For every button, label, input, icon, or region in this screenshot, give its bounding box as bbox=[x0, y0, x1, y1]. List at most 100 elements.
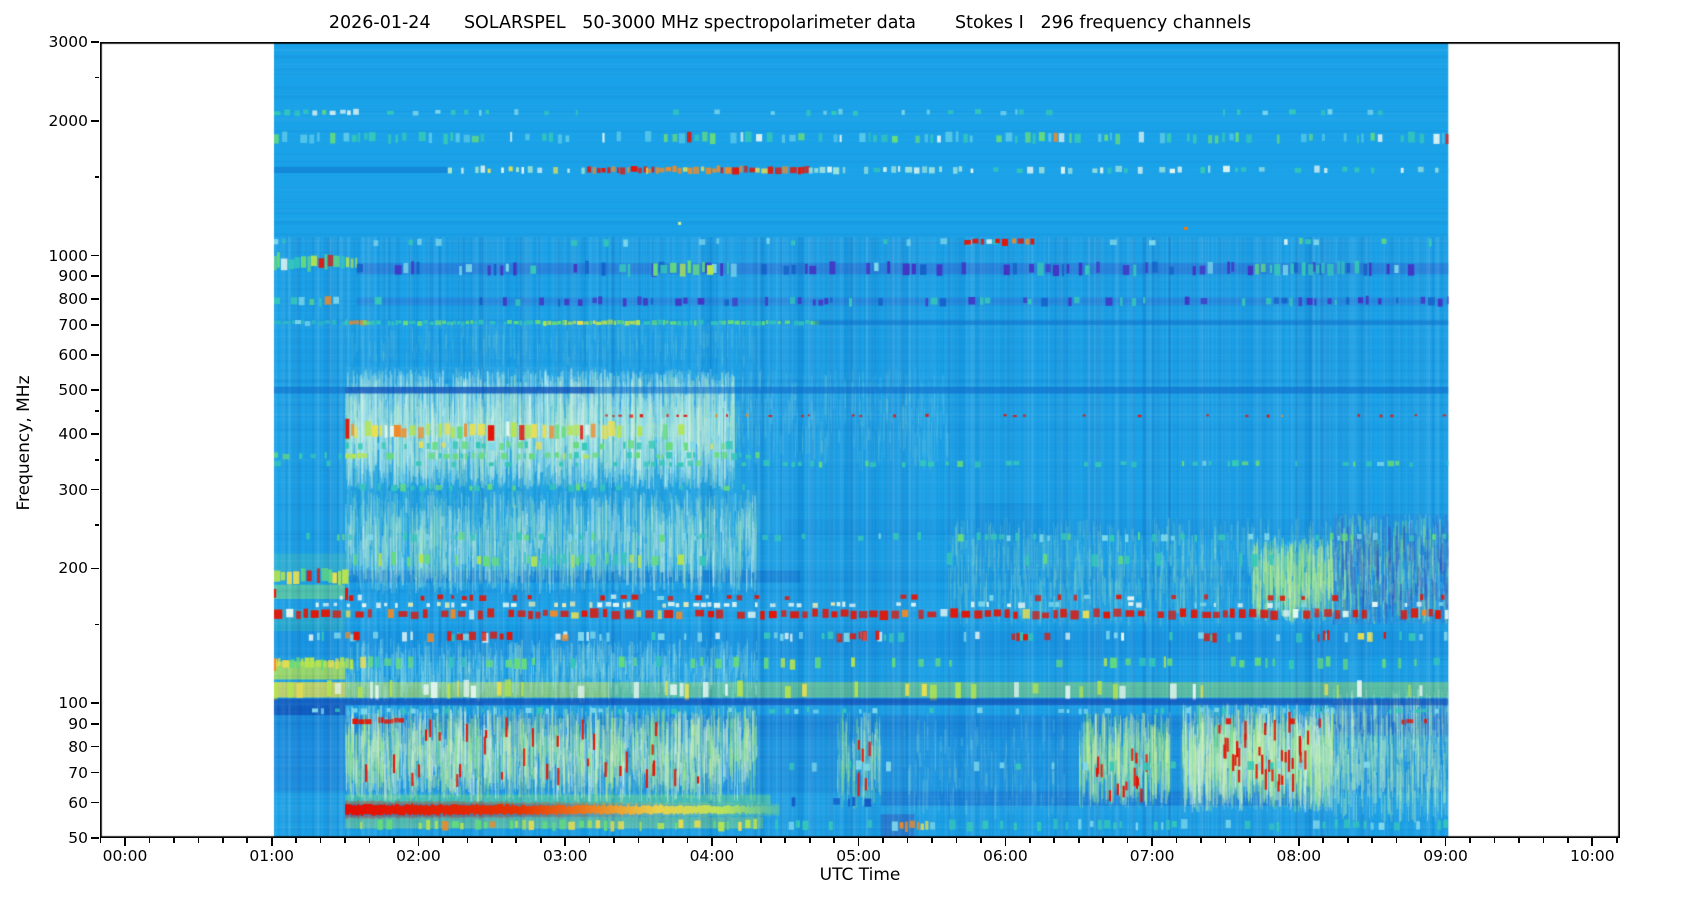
x-tick-label: 08:00 bbox=[1276, 847, 1322, 865]
x-minor-tick bbox=[344, 838, 346, 843]
x-minor-tick bbox=[221, 838, 224, 843]
y-tick bbox=[91, 119, 99, 122]
x-minor-tick bbox=[515, 838, 518, 843]
y-tick bbox=[91, 837, 99, 839]
x-tick-label: 05:00 bbox=[836, 847, 881, 865]
x-minor-tick bbox=[368, 838, 371, 843]
x-minor-tick bbox=[1322, 838, 1325, 843]
x-minor-tick bbox=[1615, 838, 1618, 843]
y-minor-tick bbox=[94, 458, 99, 461]
x-minor-tick bbox=[295, 838, 298, 843]
x-tick-label: 07:00 bbox=[1129, 847, 1175, 865]
x-minor-tick bbox=[759, 838, 762, 843]
y-tick bbox=[91, 298, 99, 300]
y-tick-label: 500 bbox=[58, 381, 88, 400]
y-tick bbox=[91, 324, 99, 326]
y-tick bbox=[91, 41, 99, 43]
x-minor-tick bbox=[1371, 838, 1374, 843]
x-minor-tick bbox=[955, 838, 958, 843]
x-minor-tick bbox=[1273, 838, 1276, 843]
x-minor-tick bbox=[197, 838, 200, 843]
x-minor-tick bbox=[784, 838, 787, 843]
x-tick-label: 03:00 bbox=[542, 847, 588, 865]
y-minor-tick bbox=[94, 524, 99, 526]
x-tick bbox=[270, 838, 273, 846]
y-tick bbox=[91, 745, 99, 748]
y-tick-label: 70 bbox=[68, 763, 88, 782]
y-tick-label: 900 bbox=[58, 267, 88, 286]
y-tick bbox=[91, 801, 99, 804]
x-minor-tick bbox=[1028, 838, 1031, 843]
y-tick-label: 400 bbox=[58, 424, 88, 443]
y-tick bbox=[91, 389, 99, 392]
x-minor-tick bbox=[1126, 838, 1129, 843]
y-tick bbox=[91, 722, 99, 725]
x-minor-tick bbox=[539, 838, 542, 843]
x-minor-tick bbox=[1395, 838, 1398, 843]
x-minor-tick bbox=[686, 838, 689, 843]
x-minor-tick bbox=[1053, 838, 1056, 843]
y-tick-label: 700 bbox=[58, 315, 88, 334]
y-tick bbox=[91, 702, 99, 705]
x-minor-tick bbox=[442, 838, 444, 843]
x-tick-label: 00:00 bbox=[102, 847, 148, 865]
x-minor-tick bbox=[1493, 838, 1496, 843]
x-minor-tick bbox=[980, 838, 982, 843]
x-tick-label: 10:00 bbox=[1569, 847, 1615, 865]
x-tick bbox=[857, 838, 860, 846]
chart-title: 2026-01-24 SOLARSPEL 50-3000 MHz spectro… bbox=[328, 13, 1252, 33]
y-tick bbox=[91, 488, 99, 491]
y-tick bbox=[91, 275, 99, 277]
y-tick-label: 300 bbox=[58, 480, 88, 499]
x-minor-tick bbox=[882, 838, 884, 843]
y-minor-tick bbox=[94, 175, 99, 178]
x-minor-tick bbox=[1200, 838, 1202, 843]
x-tick bbox=[1591, 838, 1594, 846]
y-tick-label: 80 bbox=[68, 737, 88, 756]
x-tick-label: 06:00 bbox=[983, 847, 1028, 865]
x-minor-tick bbox=[466, 838, 469, 843]
x-minor-tick bbox=[931, 838, 933, 843]
x-minor-tick bbox=[1518, 838, 1520, 843]
y-minor-tick bbox=[94, 409, 99, 412]
plot-area bbox=[100, 42, 1620, 838]
y-tick bbox=[91, 771, 99, 774]
y-tick-label: 3000 bbox=[48, 33, 88, 51]
y-tick bbox=[91, 354, 99, 356]
x-tick-label: 09:00 bbox=[1423, 847, 1468, 865]
x-tick-label: 02:00 bbox=[396, 847, 441, 865]
x-tick bbox=[417, 838, 420, 846]
y-tick bbox=[91, 254, 99, 257]
x-tick bbox=[124, 838, 126, 846]
x-minor-tick bbox=[1224, 838, 1227, 843]
x-minor-tick bbox=[393, 838, 395, 843]
y-tick-label: 600 bbox=[58, 345, 88, 364]
x-tick bbox=[711, 838, 713, 846]
y-tick-label: 2000 bbox=[48, 111, 88, 130]
y-tick bbox=[91, 432, 99, 435]
x-minor-tick bbox=[319, 838, 322, 843]
x-minor-tick bbox=[1346, 838, 1349, 843]
x-minor-tick bbox=[637, 838, 640, 843]
x-minor-tick bbox=[148, 838, 151, 843]
x-minor-tick bbox=[1542, 838, 1545, 843]
x-minor-tick bbox=[1420, 838, 1422, 843]
x-tick bbox=[1151, 838, 1153, 846]
x-minor-tick bbox=[808, 838, 811, 843]
x-tick bbox=[564, 838, 567, 846]
x-minor-tick bbox=[613, 838, 615, 843]
x-minor-tick bbox=[662, 838, 664, 843]
y-minor-tick bbox=[94, 623, 99, 626]
y-tick-label: 100 bbox=[58, 694, 88, 713]
x-minor-tick bbox=[1175, 838, 1178, 843]
y-minor-tick bbox=[94, 76, 99, 79]
y-tick bbox=[91, 567, 99, 570]
y-tick-label: 60 bbox=[68, 793, 88, 812]
y-tick-label: 90 bbox=[68, 714, 88, 733]
x-minor-tick bbox=[246, 838, 249, 843]
spectrogram-canvas bbox=[100, 42, 1620, 838]
y-tick-label: 1000 bbox=[48, 246, 88, 265]
x-tick-label: 04:00 bbox=[689, 847, 735, 865]
x-tick bbox=[1004, 838, 1007, 846]
